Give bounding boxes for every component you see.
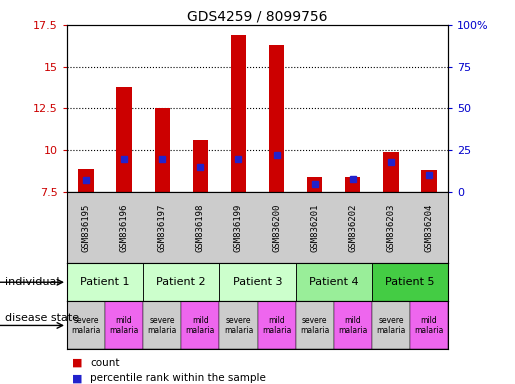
Text: GSM836204: GSM836204 (424, 204, 434, 252)
Text: mild
malaria: mild malaria (338, 316, 368, 335)
Bar (269, 45, 284, 192)
Text: Patient 5: Patient 5 (385, 277, 435, 287)
Bar (105, 301, 143, 349)
Text: ■: ■ (72, 358, 82, 368)
Bar (116, 87, 132, 192)
Text: Patient 1: Patient 1 (80, 277, 130, 287)
Bar (307, 177, 322, 192)
Text: GSM836200: GSM836200 (272, 204, 281, 252)
Text: severe
malaria: severe malaria (71, 316, 101, 335)
Text: GSM836203: GSM836203 (386, 204, 396, 252)
Bar (334, 301, 372, 349)
Bar (154, 108, 170, 192)
Bar (345, 177, 360, 192)
Text: mild
malaria: mild malaria (109, 316, 139, 335)
Bar (258, 301, 296, 349)
Bar (383, 152, 399, 192)
Text: GSM836201: GSM836201 (310, 204, 319, 252)
Bar (181, 301, 219, 349)
Text: count: count (90, 358, 119, 368)
Text: severe
malaria: severe malaria (224, 316, 253, 335)
Text: percentile rank within the sample: percentile rank within the sample (90, 373, 266, 383)
Text: GSM836197: GSM836197 (158, 204, 167, 252)
Bar (219, 263, 296, 301)
Text: Patient 2: Patient 2 (157, 277, 206, 287)
Text: ■: ■ (72, 373, 82, 383)
Text: individual: individual (5, 277, 60, 287)
Bar (78, 169, 94, 192)
Text: Patient 4: Patient 4 (309, 277, 358, 287)
Bar (296, 263, 372, 301)
Bar (219, 301, 258, 349)
Text: GSM836195: GSM836195 (81, 204, 91, 252)
Text: severe
malaria: severe malaria (300, 316, 330, 335)
Bar (372, 263, 448, 301)
Text: disease state: disease state (5, 313, 79, 323)
Text: Patient 3: Patient 3 (233, 277, 282, 287)
Text: GSM836199: GSM836199 (234, 204, 243, 252)
Bar (67, 263, 143, 301)
Bar (67, 301, 105, 349)
Bar (193, 140, 208, 192)
Text: mild
malaria: mild malaria (414, 316, 444, 335)
Text: GSM836198: GSM836198 (196, 204, 205, 252)
Text: mild
malaria: mild malaria (185, 316, 215, 335)
Text: severe
malaria: severe malaria (376, 316, 406, 335)
Bar (410, 301, 448, 349)
Bar (372, 301, 410, 349)
Bar (143, 301, 181, 349)
Bar (143, 263, 219, 301)
Bar (231, 35, 246, 192)
Text: GSM836202: GSM836202 (348, 204, 357, 252)
Text: severe
malaria: severe malaria (147, 316, 177, 335)
Title: GDS4259 / 8099756: GDS4259 / 8099756 (187, 10, 328, 24)
Text: mild
malaria: mild malaria (262, 316, 291, 335)
Text: GSM836196: GSM836196 (119, 204, 129, 252)
Bar (296, 301, 334, 349)
Bar (421, 170, 437, 192)
